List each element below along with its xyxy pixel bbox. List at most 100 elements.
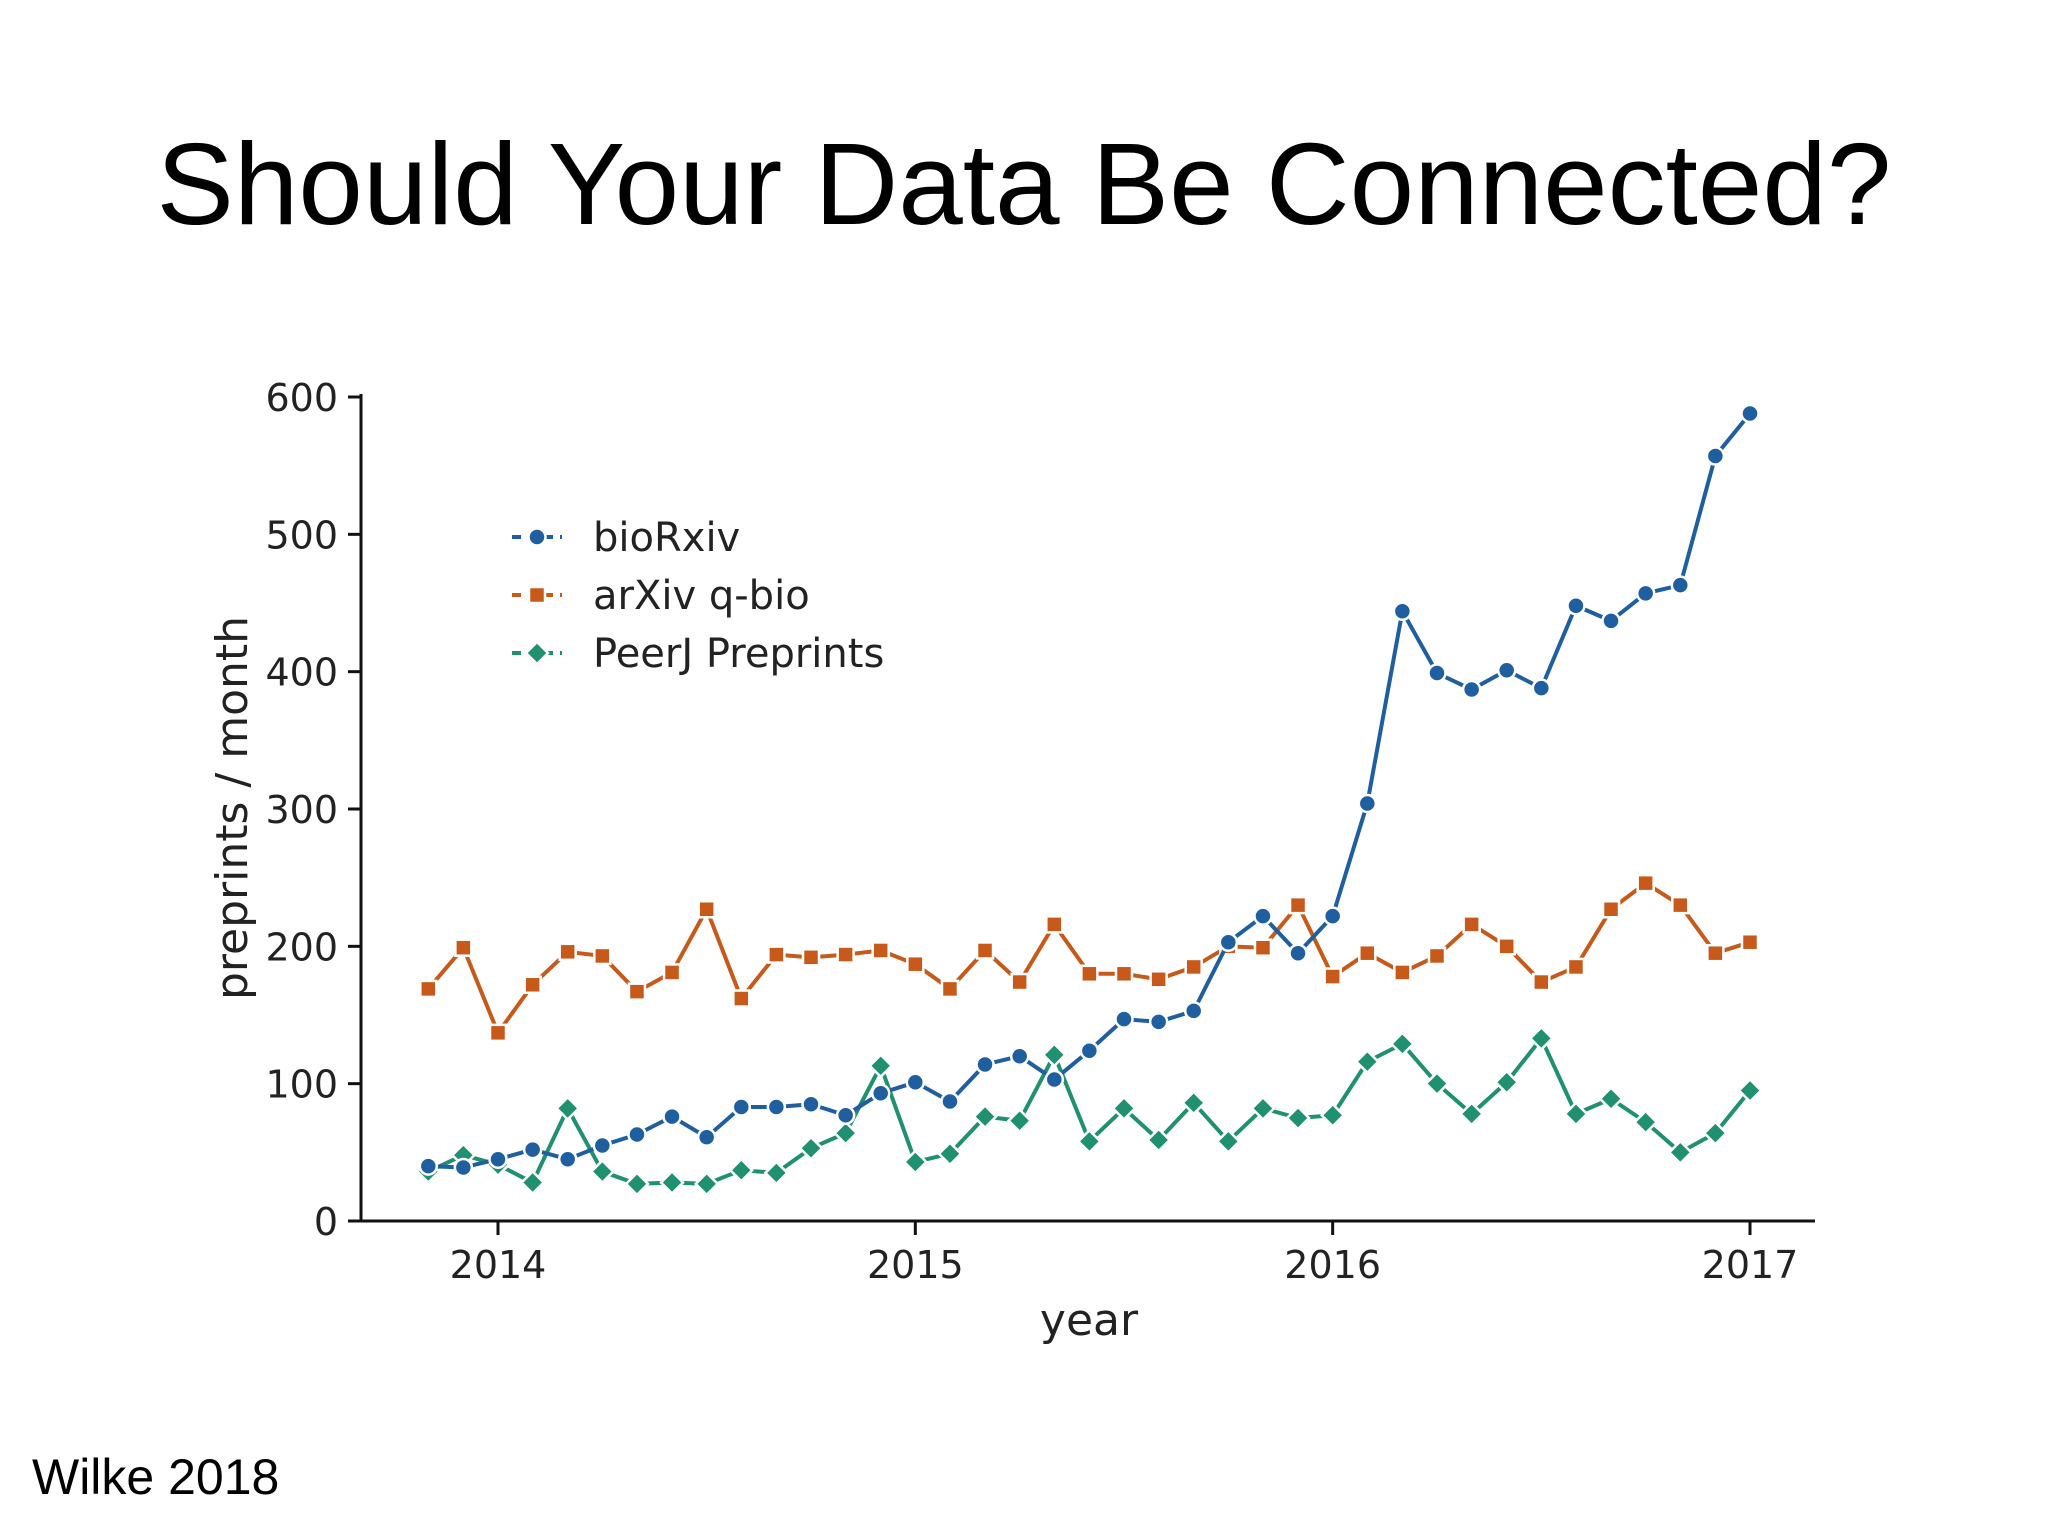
data-point-biorxiv [766,1097,787,1117]
legend: bioRxiv arXiv q-bio PeerJ Preprints [512,515,884,677]
x-tick-label: 2014 [450,1243,547,1287]
data-point-peerj-preprints [1250,1095,1276,1122]
data-point-biorxiv [1148,1012,1169,1032]
data-point-arxiv-q-bio [1080,964,1099,984]
data-point-biorxiv [1322,906,1343,926]
legend-swatch-marker [527,527,547,547]
legend-item-peerj-preprints: PeerJ Preprints [512,631,884,677]
data-point-biorxiv [1705,446,1726,466]
data-point-biorxiv [1357,793,1378,814]
data-point-peerj-preprints [1598,1086,1624,1112]
data-point-arxiv-q-bio [454,938,473,957]
data-point-arxiv-q-bio [767,945,786,964]
data-point-biorxiv [870,1083,891,1104]
data-point-peerj-preprints [1319,1102,1346,1129]
data-point-peerj-preprints [1702,1120,1729,1146]
data-point-peerj-preprints [1458,1101,1485,1127]
data-point-biorxiv [1288,943,1308,963]
plot-layer [415,403,1763,1197]
legend-swatch-marker [527,585,547,605]
data-point-biorxiv [1009,1046,1030,1066]
data-point-arxiv-q-bio [1462,915,1481,934]
data-point-arxiv-q-bio [1393,963,1412,982]
y-tick-label: 300 [265,788,338,832]
data-point-arxiv-q-bio [697,900,716,919]
data-point-biorxiv [557,1149,578,1169]
data-point-arxiv-q-bio [1323,967,1342,986]
data-point-arxiv-q-bio [488,1023,508,1043]
data-point-biorxiv [975,1054,995,1075]
x-tick-label: 2017 [1702,1243,1799,1287]
legend-label: PeerJ Preprints [593,631,884,677]
data-point-arxiv-q-bio [558,942,577,962]
data-point-peerj-preprints [1006,1107,1033,1134]
x-axis-title: year [1040,1295,1139,1346]
data-point-biorxiv [1044,1069,1065,1090]
y-axis-title: preprints / month [207,616,258,1000]
data-point-peerj-preprints [937,1140,963,1167]
data-point-biorxiv [662,1106,682,1127]
series-arxiv-q-bio [419,873,1760,1043]
data-point-biorxiv [1601,611,1621,631]
data-point-peerj-preprints [519,1169,546,1196]
data-point-peerj-preprints [1180,1090,1207,1116]
data-point-arxiv-q-bio [1045,915,1064,934]
data-point-peerj-preprints [1285,1105,1311,1131]
data-point-arxiv-q-bio [1427,946,1447,966]
legend-item-biorxiv: bioRxiv [512,515,740,561]
data-point-peerj-preprints [1632,1109,1659,1135]
data-point-peerj-preprints [763,1160,790,1186]
data-point-arxiv-q-bio [1601,900,1621,919]
data-point-peerj-preprints [1563,1101,1589,1127]
y-tick-label: 0 [314,1200,338,1244]
data-point-peerj-preprints [1424,1070,1450,1097]
data-point-biorxiv [1670,575,1691,595]
data-point-biorxiv [1496,660,1517,681]
data-point-biorxiv [1740,403,1760,424]
data-point-peerj-preprints [902,1149,929,1175]
data-point-biorxiv [731,1097,752,1117]
data-point-peerj-preprints [624,1171,650,1197]
data-point-biorxiv [627,1124,647,1145]
data-point-biorxiv [801,1094,821,1115]
credit-text: Wilke 2018 [32,1449,280,1505]
y-tick-label: 600 [265,376,338,420]
data-point-peerj-preprints [972,1103,998,1130]
y-tick-label: 400 [265,651,338,695]
data-point-arxiv-q-bio [1253,938,1273,957]
data-point-biorxiv [1079,1040,1100,1061]
data-point-arxiv-q-bio [1740,932,1760,952]
data-point-biorxiv [1461,679,1482,700]
data-point-arxiv-q-bio [906,954,925,974]
y-tick-label: 100 [265,1063,338,1107]
y-tick-label: 500 [265,513,338,557]
data-point-peerj-preprints [798,1135,824,1161]
series-peerj-preprints [415,1025,1763,1197]
data-point-peerj-preprints [1667,1139,1694,1166]
data-point-arxiv-q-bio [627,982,647,1001]
data-point-biorxiv [835,1105,856,1126]
x-tick-label: 2016 [1284,1243,1381,1287]
data-point-biorxiv [1392,601,1413,621]
data-point-peerj-preprints [693,1171,720,1197]
data-point-biorxiv [418,1156,439,1176]
data-point-peerj-preprints [1389,1031,1416,1057]
data-point-arxiv-q-bio [1636,873,1655,893]
data-point-arxiv-q-bio [1706,943,1725,963]
data-point-arxiv-q-bio [975,941,995,960]
data-point-biorxiv [488,1149,508,1169]
data-point-peerj-preprints [867,1053,894,1079]
data-point-arxiv-q-bio [1184,957,1203,977]
y-ticks: 0 100 200 300 400 500 600 [265,376,361,1244]
data-point-arxiv-q-bio [1671,895,1690,915]
data-point-arxiv-q-bio [1010,972,1029,992]
data-point-biorxiv [592,1135,613,1156]
data-point-biorxiv [696,1127,717,1147]
data-point-biorxiv [1253,906,1273,926]
data-point-biorxiv [940,1091,960,1112]
data-point-biorxiv [1427,663,1447,683]
x-tick-label: 2015 [867,1243,964,1287]
data-point-arxiv-q-bio [801,948,821,967]
data-point-arxiv-q-bio [1532,972,1551,992]
